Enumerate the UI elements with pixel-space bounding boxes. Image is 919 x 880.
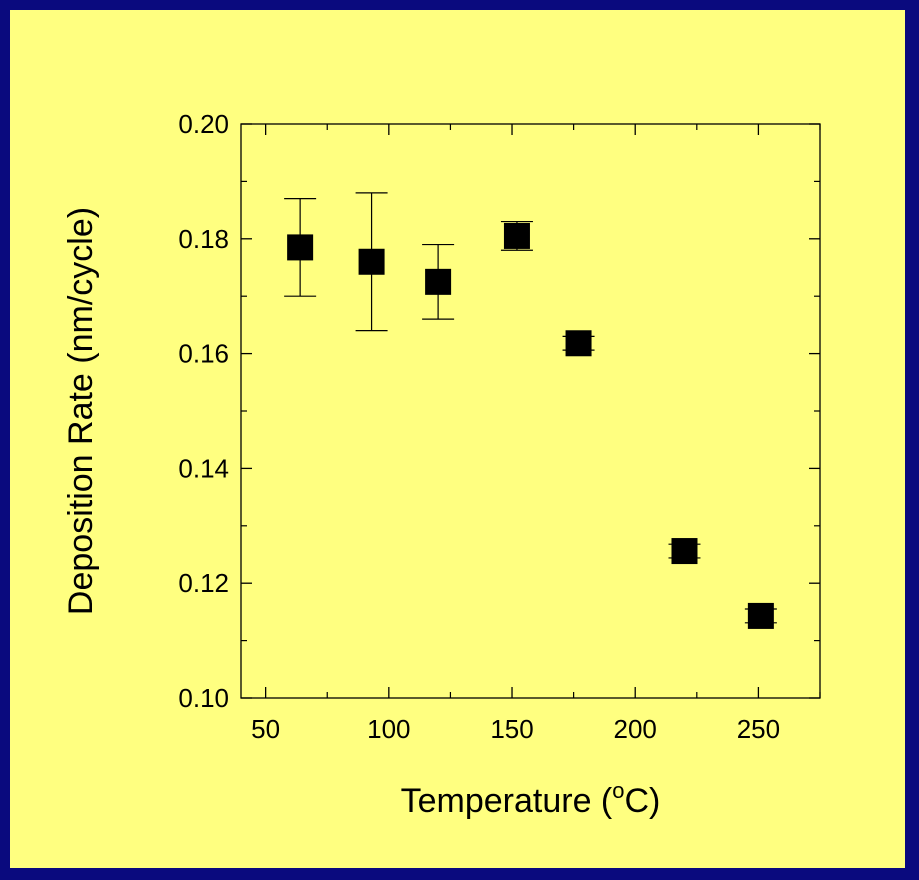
data-point: [565, 330, 592, 357]
data-point: [671, 538, 698, 565]
chart-svg: 50 100 150 200 250 0.10 0.12 0.14 0.16 0.18 0.20 D…: [62, 109, 821, 820]
data-point: [287, 234, 314, 261]
y-tick-label: 0.10: [178, 683, 229, 713]
error-bars: [284, 192, 777, 624]
y-axis-label: Deposition Rate (nm/cycle): [62, 207, 100, 615]
axis-tick-labels: 50 100 150 200 250 0.10 0.12 0.14 0.16 0.18 0.20: [178, 109, 780, 744]
data-markers: [287, 222, 774, 629]
x-tick-label: 50: [251, 714, 280, 744]
y-tick-label: 0.20: [178, 109, 229, 139]
y-tick-label: 0.12: [178, 568, 229, 598]
data-point: [503, 222, 530, 249]
y-tick-label: 0.18: [178, 224, 229, 254]
y-tick-label: 0.16: [178, 339, 229, 369]
data-point: [747, 602, 774, 629]
data-point: [358, 248, 385, 275]
x-tick-label: 250: [737, 714, 780, 744]
plot-frame: [240, 123, 821, 699]
x-tick-label: 100: [367, 714, 410, 744]
y-tick-label: 0.14: [178, 453, 229, 483]
x-tick-label: 200: [614, 714, 657, 744]
chart-panel: 50 100 150 200 250 0.10 0.12 0.14 0.16 0.18 0.20 D…: [10, 10, 905, 868]
x-axis-label: Temperature (oC): [401, 778, 661, 820]
axis-ticks: [241, 123, 821, 699]
data-point: [425, 268, 452, 295]
x-tick-label: 150: [490, 714, 533, 744]
